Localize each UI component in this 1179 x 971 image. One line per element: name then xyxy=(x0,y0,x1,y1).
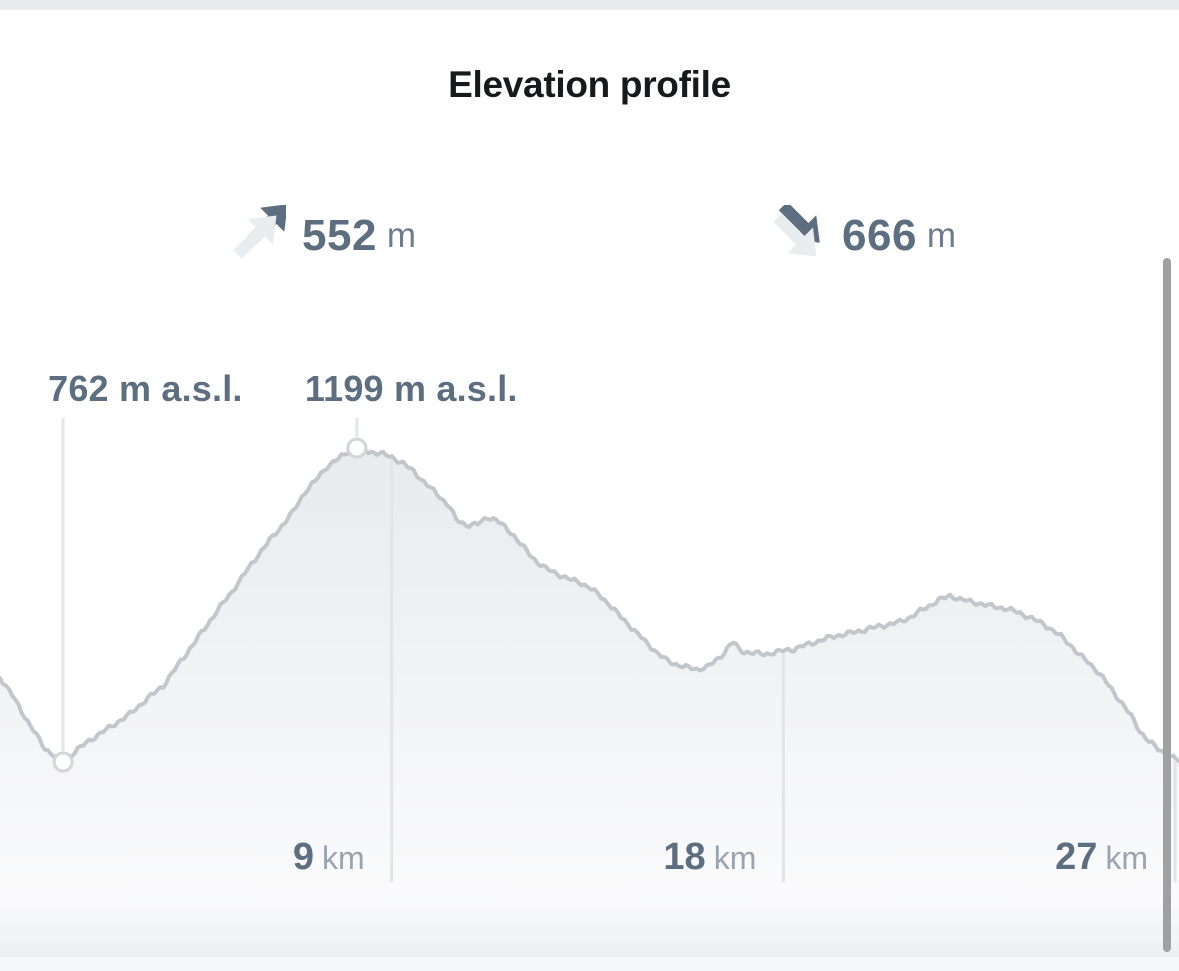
tick-unit: km xyxy=(1105,840,1149,876)
ascent-arrow-icon xyxy=(233,205,286,259)
axis-tick-9km: 9 km xyxy=(293,836,365,879)
tick-value: 27 xyxy=(1055,836,1098,878)
axis-tick-18km: 18 km xyxy=(663,836,756,879)
peak-label: 1199 m a.s.l. xyxy=(304,368,518,409)
tick-unit: km xyxy=(322,840,365,876)
ascent-unit: m xyxy=(386,216,417,255)
ascent-value: 552 xyxy=(302,211,377,260)
km-gridlines xyxy=(390,459,1177,882)
descent-value: 666 xyxy=(842,211,917,260)
elevation-curve xyxy=(0,445,1179,765)
page-background-top xyxy=(0,0,1179,10)
elevation-area-fill xyxy=(0,447,1179,935)
axis-tick-27km: 27 km xyxy=(1055,836,1148,879)
tick-unit: km xyxy=(713,840,757,876)
low-point-label: 762 m a.s.l. xyxy=(48,368,243,409)
stats-row: 552 m 666 m xyxy=(0,196,1179,276)
page-title: Elevation profile xyxy=(448,64,731,105)
elevation-markers xyxy=(52,418,368,773)
descent-stat: 666 m xyxy=(766,196,956,276)
page-background-bottom xyxy=(0,957,1179,971)
scrollbar-thumb[interactable] xyxy=(1163,258,1171,952)
tick-value: 18 xyxy=(663,836,706,878)
tick-value: 9 xyxy=(292,836,315,878)
ascent-stat: 552 m xyxy=(226,196,416,276)
descent-unit: m xyxy=(926,216,957,255)
descent-arrow-icon xyxy=(773,205,820,257)
